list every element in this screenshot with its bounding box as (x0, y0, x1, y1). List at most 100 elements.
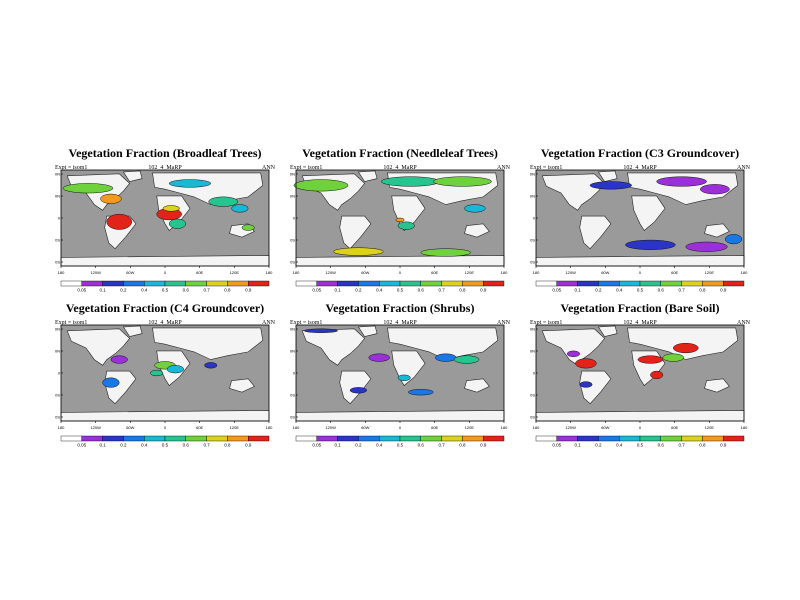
land-mass (579, 215, 612, 250)
lon-tick-label: 60E (671, 425, 678, 430)
panel-season: ANN (737, 165, 750, 171)
colorbar-segment (295, 280, 317, 287)
panel-case: 102_4_MaRP (623, 165, 657, 171)
land-mass (152, 327, 264, 360)
vegetation-region (656, 176, 707, 187)
colorbar-label: 0.1 (334, 288, 341, 293)
colorbar-segment (639, 435, 661, 442)
vegetation-region (625, 239, 676, 250)
lat-tick-label: 0 (293, 216, 296, 221)
lon-tick-label: 60E (671, 270, 678, 275)
colorbar-segment (295, 435, 317, 442)
colorbar-segment (577, 280, 599, 287)
colorbar-segment (618, 435, 641, 442)
lon-tick-label: 0 (639, 425, 642, 430)
colorbar-label: 0.5 (162, 443, 169, 448)
vegetation-region (204, 362, 218, 369)
colorbar-label: 0.7 (438, 288, 445, 293)
colorbar-label: 0.6 (183, 443, 190, 448)
colorbar-segment (102, 435, 124, 442)
vegetation-region (150, 369, 164, 377)
lat-tick-label: 80N (530, 172, 535, 177)
lat-tick-label: 80S (290, 260, 295, 265)
colorbar-segment (420, 435, 442, 442)
lat-tick-label: 40S (55, 238, 60, 243)
vegetation-region (700, 184, 730, 195)
lat-tick-label: 80S (530, 415, 535, 420)
lon-tick-label: 0 (164, 270, 167, 275)
colorbar-segment (247, 280, 270, 287)
colorbar-label: 0.9 (480, 443, 487, 448)
colorbar-segment (598, 435, 620, 442)
colorbar-label: 0.7 (678, 443, 685, 448)
lon-tick-label: 60E (431, 425, 438, 430)
lat-tick-label: 80N (55, 172, 60, 177)
lon-tick-label: 60W (126, 270, 134, 275)
colorbar-label: 0.7 (203, 288, 210, 293)
vegetation-region (304, 328, 338, 333)
lon-tick-label: 60W (361, 270, 369, 275)
panel-title: Vegetation Fraction (C3 Groundcover) (540, 146, 740, 160)
colorbar-label: 0.5 (637, 288, 644, 293)
colorbar-segment (535, 280, 557, 287)
panel-experiment: Expt = isom1 (290, 165, 323, 171)
colorbar-segment (60, 280, 82, 287)
map-panel-broadleaf-trees: Vegetation Fraction (Broadleaf Trees) Ex… (55, 146, 275, 292)
lon-tick-label: 180 (533, 425, 540, 430)
lon-tick-label: 60W (361, 425, 369, 430)
land-mass (597, 170, 618, 182)
vegetation-region (433, 176, 492, 187)
land-mass (301, 328, 366, 366)
vegetation-region (673, 342, 699, 354)
panel-case: 102_4_MaRP (383, 165, 417, 171)
colorbar-label: 0.2 (120, 288, 127, 293)
panel-title: Vegetation Fraction (Shrubs) (325, 301, 475, 315)
colorbar-label: 0.2 (595, 443, 602, 448)
lon-tick-label: 120E (705, 270, 715, 275)
panel-experiment: Expt = isom1 (530, 320, 563, 326)
lon-tick-label: 60W (126, 425, 134, 430)
vegetation-region (408, 389, 434, 396)
vegetation-region (231, 204, 249, 213)
lat-tick-label: 40N (55, 194, 60, 199)
colorbar-label: 0.6 (658, 288, 665, 293)
lon-tick-label: 120W (565, 270, 576, 275)
lon-tick-label: 60E (196, 425, 203, 430)
lon-tick-label: 120W (325, 270, 336, 275)
colorbar-label: 0.05 (312, 443, 321, 448)
colorbar-label: 0.1 (334, 443, 341, 448)
lon-tick-label: 0 (164, 425, 167, 430)
land-mass (535, 410, 745, 422)
colorbar-segment (399, 435, 421, 442)
colorbar-label: 0.8 (459, 443, 466, 448)
lon-tick-label: 0 (399, 425, 402, 430)
colorbar-segment (462, 435, 484, 442)
lat-tick-label: 80S (530, 260, 535, 265)
lon-tick-label: 180 (501, 270, 508, 275)
vegetation-region (725, 234, 743, 245)
lon-tick-label: 60E (196, 270, 203, 275)
lon-tick-label: 180 (58, 425, 65, 430)
colorbar-segment (316, 435, 338, 442)
map-panel-bare-soil: Vegetation Fraction (Bare Soil) Expt = i… (530, 301, 750, 447)
lat-tick-label: 40S (55, 393, 60, 398)
colorbar-segment (247, 435, 270, 442)
lon-tick-label: 180 (266, 425, 273, 430)
lat-tick-label: 0 (533, 371, 536, 376)
colorbar-label: 0.2 (120, 443, 127, 448)
lat-tick-label: 0 (293, 371, 296, 376)
colorbar-label: 0.1 (99, 288, 106, 293)
colorbar-label: 0.9 (720, 288, 727, 293)
lon-tick-label: 120E (465, 270, 475, 275)
lon-tick-label: 180 (293, 270, 300, 275)
vegetation-region (333, 247, 384, 256)
land-mass (704, 223, 730, 238)
colorbar-label: 0.4 (616, 443, 623, 448)
colorbar-label: 0.5 (162, 288, 169, 293)
colorbar-label: 0.8 (459, 288, 466, 293)
colorbar-label: 0.9 (720, 443, 727, 448)
land-mass (631, 195, 666, 231)
lat-tick-label: 40S (530, 238, 535, 243)
lat-tick-label: 80S (55, 260, 60, 265)
lon-tick-label: 180 (58, 270, 65, 275)
